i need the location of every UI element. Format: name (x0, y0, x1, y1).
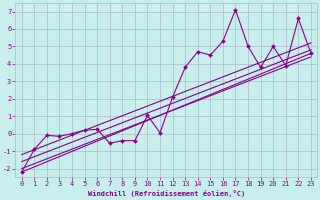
X-axis label: Windchill (Refroidissement éolien,°C): Windchill (Refroidissement éolien,°C) (88, 190, 245, 197)
